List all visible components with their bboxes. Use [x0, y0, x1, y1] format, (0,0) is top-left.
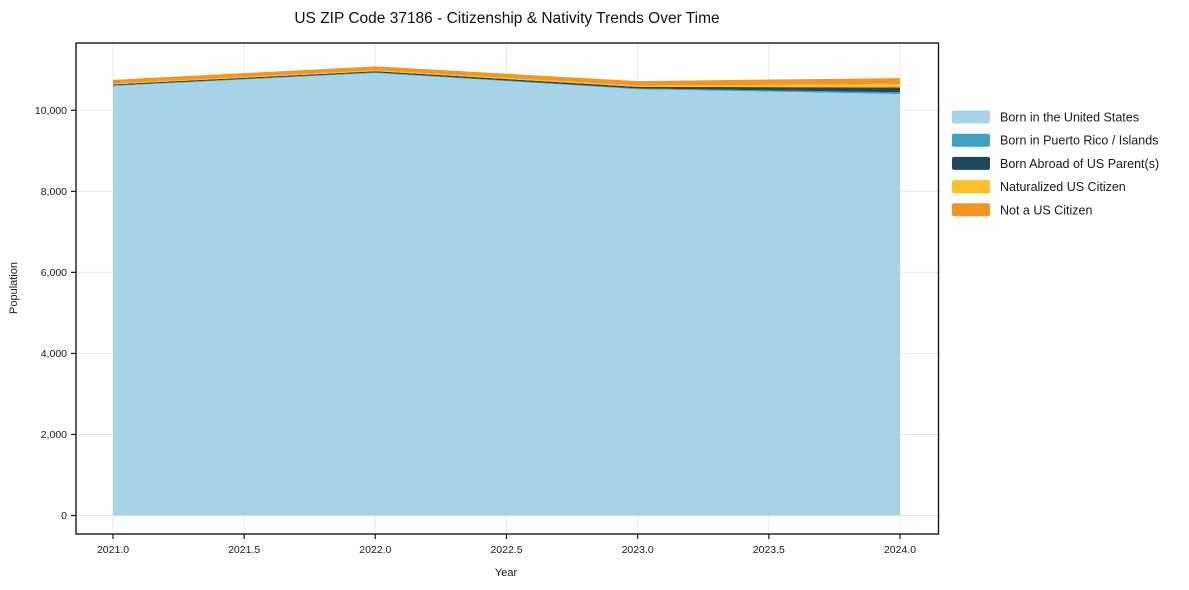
x-tick-label: 2021.5: [228, 544, 260, 556]
legend-item: Born in Puerto Rico / Islands: [952, 133, 1158, 148]
y-tick-label: 10,000: [35, 105, 67, 117]
legend-item: Born in the United States: [952, 110, 1139, 125]
y-tick-label: 4,000: [41, 348, 67, 360]
legend-swatch-icon: [952, 180, 990, 194]
legend-swatch-icon: [952, 156, 990, 170]
y-tick-label: 8,000: [41, 186, 67, 198]
plot-frame: [75, 42, 940, 535]
y-tick-labels: 0 2,000 4,000 6,000 8,000 10,000: [35, 105, 67, 522]
x-tick-labels: 2021.0 2021.5 2022.0 2022.5 2023.0 2023.5 2024…: [97, 544, 916, 556]
area-born-in-puerto-rico-islands: [113, 72, 900, 95]
x-tick-label: 2023.5: [753, 544, 785, 556]
area-naturalized-us-citizen: [113, 70, 900, 88]
area-born-in-the-united-states: [113, 73, 900, 516]
x-tick-label: 2024.0: [884, 544, 916, 556]
area-series-group: [113, 66, 900, 516]
legend-label: Naturalized US Citizen: [1000, 180, 1126, 194]
legend-swatch-icon: [952, 110, 990, 124]
y-tick-label: 6,000: [41, 267, 67, 279]
legend: Born in the United States Born in Puerto …: [952, 110, 1159, 217]
legend-item: Born Abroad of US Parent(s): [952, 156, 1159, 171]
legend-swatch-icon: [952, 203, 990, 217]
x-axis-label: Year: [495, 567, 518, 579]
tick-marks: [71, 109, 901, 539]
y-axis-label: Population: [8, 262, 20, 314]
legend-item: Not a US Citizen: [952, 203, 1092, 217]
x-tick-label: 2023.0: [622, 544, 654, 556]
area-not-a-us-citizen: [113, 66, 900, 86]
legend-label: Born in Puerto Rico / Islands: [1000, 134, 1158, 148]
legend-item: Naturalized US Citizen: [952, 180, 1126, 194]
legend-label: Born in the United States: [1000, 111, 1139, 125]
legend-label: Not a US Citizen: [1000, 203, 1092, 217]
legend-label: Born Abroad of US Parent(s): [1000, 157, 1159, 171]
y-tick-label: 0: [61, 510, 67, 522]
x-tick-label: 2022.0: [359, 544, 391, 556]
area-born-abroad-of-us-parent-s-: [113, 71, 900, 93]
legend-swatch-icon: [952, 133, 990, 147]
chart-title: US ZIP Code 37186 - Citizenship & Nativi…: [294, 10, 719, 27]
x-tick-label: 2022.5: [490, 544, 522, 556]
y-tick-label: 2,000: [41, 429, 67, 441]
x-tick-label: 2021.0: [97, 544, 129, 556]
